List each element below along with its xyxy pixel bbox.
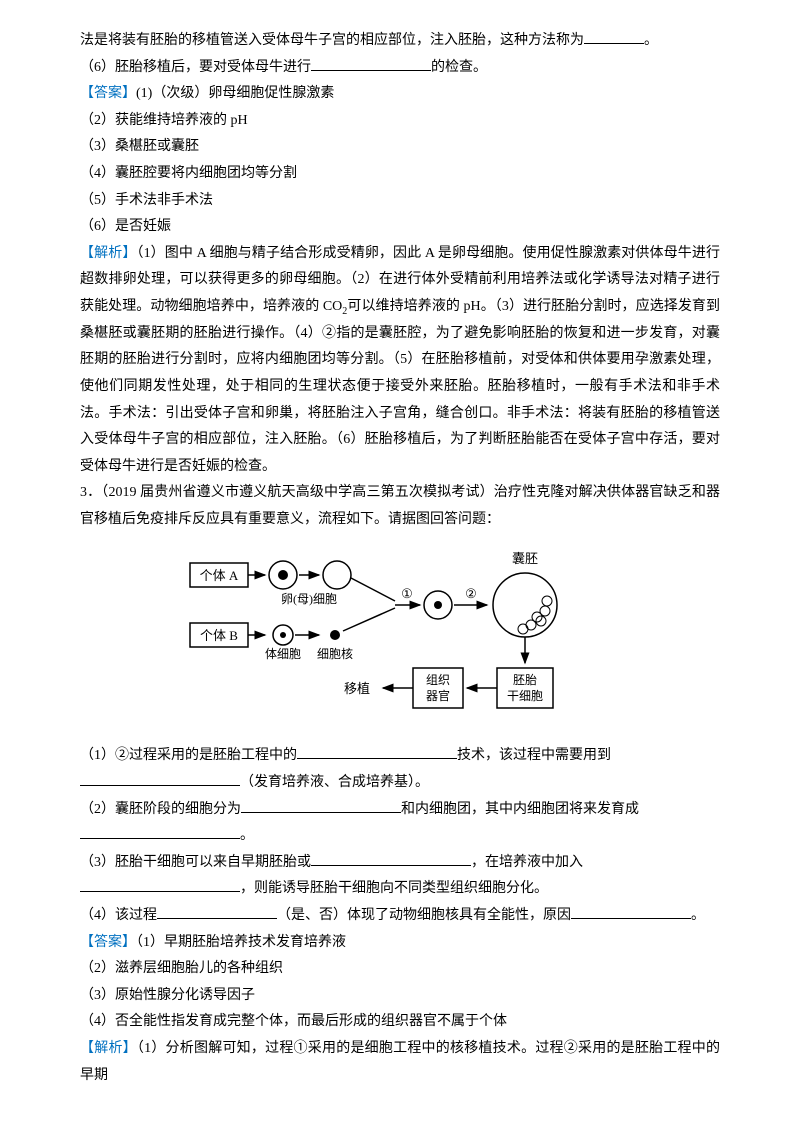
text: 的检查。: [431, 60, 487, 75]
paragraph: （3）胚胎干细胞可以来自早期胚胎或 ，在培养液中加入: [80, 850, 720, 877]
box-a-label: 个体 A: [200, 568, 239, 583]
blank: [80, 838, 240, 839]
text: 可以维持培养液的 pH。（3）进行胚胎分割时，应选择发育到桑椹胚或囊胚期的胚胎进…: [80, 299, 720, 474]
egg-label: 卵(母)细胞: [281, 592, 337, 606]
paragraph: 。: [80, 823, 720, 850]
paragraph: （2）囊胚阶段的细胞分为 和内细胞团，其中内细胞团将来发育成: [80, 797, 720, 824]
page: 法是将装有胚胎的移植管送入受体母牛子宫的相应部位，注入胚胎，这种方法称为。 （6…: [0, 0, 800, 1132]
text: （1）早期胚胎培养技术发育培养液: [136, 935, 346, 950]
paragraph: （2）滋养层细胞胎儿的各种组织: [80, 956, 720, 983]
text: （3）原始性腺分化诱导因子: [80, 988, 255, 1003]
svg-text:器官: 器官: [426, 688, 450, 703]
text: （2）滋养层细胞胎儿的各种组织: [80, 961, 283, 976]
answer-label: 【答案】: [80, 935, 136, 950]
blank: [311, 70, 431, 71]
paragraph: （5）手术法非手术法: [80, 188, 720, 215]
analysis-label: 【解析】: [80, 246, 136, 261]
arrow2-label: ②: [465, 586, 477, 601]
text: （5）手术法非手术法: [80, 193, 213, 208]
paragraph: （6）胚胎移植后，要对受体母牛进行 的检查。: [80, 55, 720, 82]
text: ，则能诱导胚胎干细胞向不同类型组织细胞分化。: [240, 881, 548, 896]
blank: [584, 43, 644, 44]
nucleus-label: 细胞核: [317, 647, 353, 661]
answer-label: 【答案】: [80, 86, 136, 101]
paragraph: 【答案】（1）早期胚胎培养技术发育培养液: [80, 930, 720, 957]
transplant-label: 移植: [344, 681, 370, 696]
text: (1)（次级）卵母细胞促性腺激素: [136, 86, 334, 101]
somatic-label: 体细胞: [265, 647, 301, 661]
paragraph: （1）②过程采用的是胚胎工程中的 技术，该过程中需要用到: [80, 743, 720, 770]
text: （6）胚胎移植后，要对受体母牛进行: [80, 60, 311, 75]
paragraph: （4）该过程 （是、否）体现了动物细胞核具有全能性，原因 。: [80, 903, 720, 930]
paragraph: （3）原始性腺分化诱导因子: [80, 983, 720, 1010]
text: （2）获能维持培养液的 pH: [80, 113, 248, 128]
arrow1-label: ①: [401, 586, 413, 601]
paragraph: ，则能诱导胚胎干细胞向不同类型组织细胞分化。: [80, 876, 720, 903]
text: 。: [240, 828, 254, 843]
text: （是、否）体现了动物细胞核具有全能性，原因: [277, 908, 571, 923]
blank: [297, 758, 457, 759]
text: 3．（2019 届贵州省遵义市遵义航天高级中学高三第五次模拟考试）治疗性克隆对解…: [80, 485, 720, 527]
text: （2）囊胚阶段的细胞分为: [80, 802, 241, 817]
text: 和内细胞团，其中内细胞团将来发育成: [401, 802, 639, 817]
text: 。: [691, 908, 705, 923]
blastocyst-label: 囊胚: [512, 551, 538, 566]
text: ，在培养液中加入: [471, 855, 583, 870]
text: （4）否全能性指发育成完整个体，而最后形成的组织器官不属于个体: [80, 1014, 507, 1029]
box-b-label: 个体 B: [200, 628, 238, 643]
blank: [157, 918, 277, 919]
text: （3）胚胎干细胞可以来自早期胚胎或: [80, 855, 311, 870]
paragraph: （3）桑椹胚或囊胚: [80, 134, 720, 161]
blank: [80, 785, 240, 786]
paragraph: 法是将装有胚胎的移植管送入受体母牛子宫的相应部位，注入胚胎，这种方法称为 。: [80, 28, 720, 55]
text: 。: [644, 33, 658, 48]
svg-text:干细胞: 干细胞: [507, 689, 543, 703]
paragraph: （2）获能维持培养液的 pH: [80, 108, 720, 135]
svg-text:胚胎: 胚胎: [513, 673, 537, 687]
paragraph: （4）囊胚腔要将内细胞团均等分割: [80, 161, 720, 188]
paragraph: 【解析】（1）分析图解可知，过程①采用的是细胞工程中的核移植技术。过程②采用的是…: [80, 1036, 720, 1089]
flow-diagram: 个体 A 卵(母)细胞 个体 B 体细胞 细胞核 ① ② 囊胚: [185, 543, 615, 733]
text: （发育培养液、合成培养基）。: [240, 775, 429, 790]
text: （1）分析图解可知，过程①采用的是细胞工程中的核移植技术。过程②采用的是胚胎工程…: [80, 1041, 720, 1083]
paragraph: （发育培养液、合成培养基）。: [80, 770, 720, 797]
paragraph: （4）否全能性指发育成完整个体，而最后形成的组织器官不属于个体: [80, 1009, 720, 1036]
text: （6）是否妊娠: [80, 219, 171, 234]
paragraph: 【答案】(1)（次级）卵母细胞促性腺激素: [80, 81, 720, 108]
paragraph: 【解析】（1）图中 A 细胞与精子结合形成受精卵，因此 A 是卵母细胞。使用促性…: [80, 241, 720, 481]
text: （3）桑椹胚或囊胚: [80, 139, 199, 154]
svg-text:组织: 组织: [426, 673, 450, 687]
blank: [241, 812, 401, 813]
text: 法是将装有胚胎的移植管送入受体母牛子宫的相应部位，注入胚胎，这种方法称为: [80, 33, 584, 48]
blank: [571, 918, 691, 919]
text: （1）②过程采用的是胚胎工程中的: [80, 748, 297, 763]
text: （4）该过程: [80, 908, 157, 923]
text: 技术，该过程中需要用到: [457, 748, 611, 763]
blank: [80, 891, 240, 892]
analysis-label: 【解析】: [80, 1041, 137, 1056]
paragraph: 3．（2019 届贵州省遵义市遵义航天高级中学高三第五次模拟考试）治疗性克隆对解…: [80, 480, 720, 533]
paragraph: （6）是否妊娠: [80, 214, 720, 241]
text: （4）囊胚腔要将内细胞团均等分割: [80, 166, 297, 181]
blank: [311, 865, 471, 866]
